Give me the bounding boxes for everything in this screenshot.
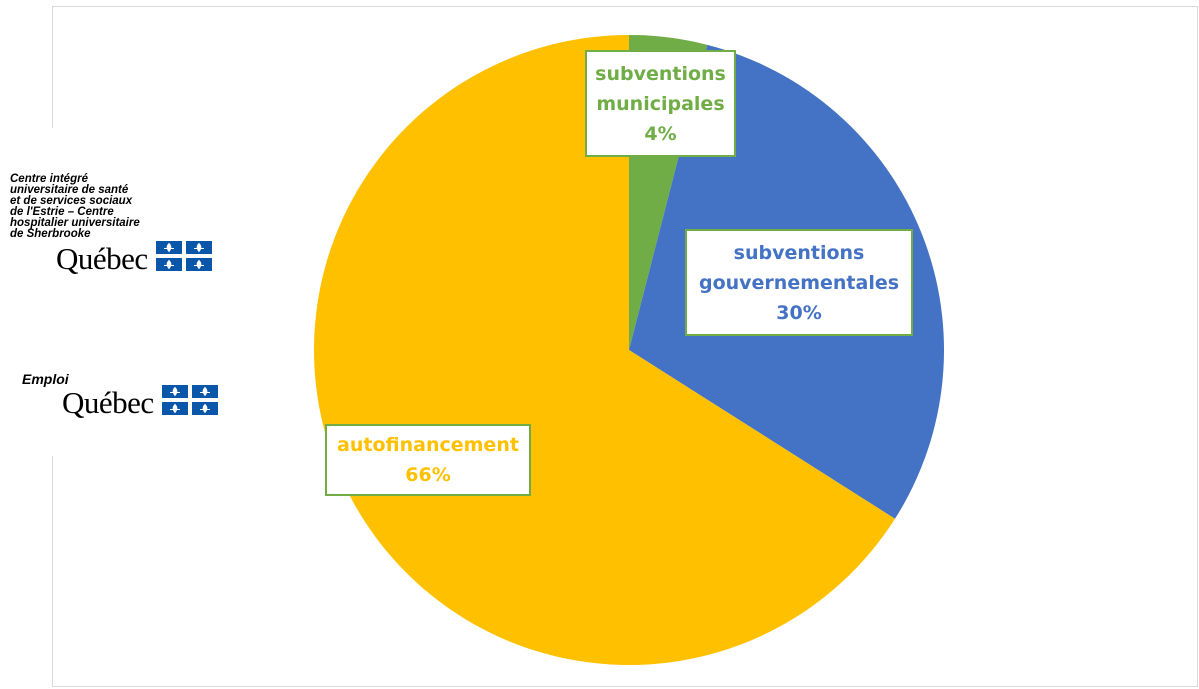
slice-label-autofinancement: autofinancement 66%	[325, 424, 531, 496]
slice-label-line: gouvernementales	[698, 271, 900, 294]
fleur-de-lis-icon	[169, 386, 180, 397]
emploi-logo-text: Emploi	[22, 371, 69, 387]
fleur-de-lis-icon	[199, 386, 210, 397]
slice-label-line: autofinancement	[337, 434, 519, 456]
slice-value-label: 66%	[405, 464, 451, 486]
slice-value-label: 30%	[776, 301, 822, 324]
pie-slice-autofinancement	[314, 35, 895, 666]
slice-label-municipales: subventions municipales 4%	[585, 50, 736, 157]
quebec-flag-icon	[161, 385, 218, 415]
logo-sidebar: Centre intégré universitaire de santé et…	[0, 128, 252, 456]
fleur-de-lis-icon	[193, 242, 204, 253]
ciusss-estrie-logo: Centre intégré universitaire de santé et…	[10, 173, 212, 276]
slice-value-label: 4%	[644, 122, 677, 145]
quebec-flag-icon	[155, 241, 212, 271]
ciusss-logo-text: Centre intégré universitaire de santé et…	[10, 173, 140, 240]
slice-label-line: subventions	[595, 62, 726, 85]
quebec-wordmark: Québec	[62, 385, 154, 420]
fleur-de-lis-icon	[163, 259, 174, 270]
fleur-de-lis-icon	[163, 242, 174, 253]
fleur-de-lis-icon	[169, 403, 180, 414]
slice-label-line: subventions	[733, 241, 865, 264]
slice-label-line: municipales	[596, 92, 725, 115]
emploi-quebec-logo: Emploi Québec	[22, 372, 218, 418]
fleur-de-lis-icon	[193, 259, 204, 270]
fleur-de-lis-icon	[199, 403, 210, 414]
quebec-wordmark: Québec	[56, 241, 148, 276]
slice-label-gouvernementales: subventions gouvernementales 30%	[685, 229, 913, 336]
